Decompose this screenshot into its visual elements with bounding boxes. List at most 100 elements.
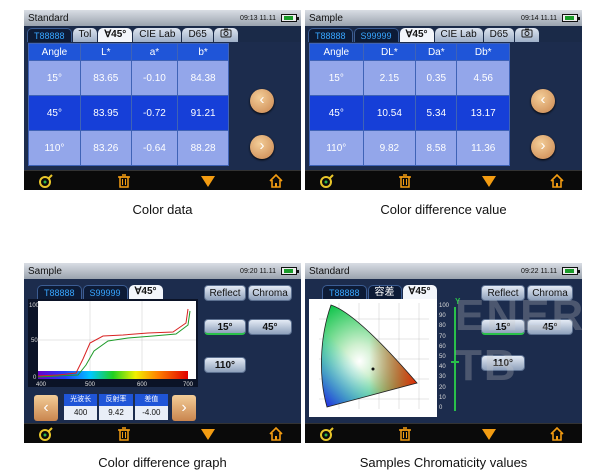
- battery-icon: [562, 14, 580, 22]
- clock: 09:22 11.11: [521, 267, 557, 275]
- col-header: DL*: [362, 43, 417, 61]
- y-marker: [451, 361, 459, 363]
- tab-angle[interactable]: ∀45°: [128, 285, 163, 299]
- home-icon[interactable]: [549, 426, 565, 442]
- tab-standard-id[interactable]: T88888: [27, 28, 72, 42]
- tab-standard-id[interactable]: T88888: [37, 285, 82, 299]
- table-cell: 84.38: [177, 60, 229, 96]
- table-row[interactable]: 15° 2.15 0.35 4.56: [309, 60, 510, 96]
- tab-angle[interactable]: ∀45°: [98, 28, 133, 42]
- tab-sample-id[interactable]: S99999: [82, 285, 128, 299]
- next-button[interactable]: ›: [250, 135, 274, 159]
- table-cell: 110°: [309, 130, 364, 166]
- tab-tolerance[interactable]: Tol: [72, 28, 98, 42]
- dropdown-arrow-icon[interactable]: [200, 426, 216, 442]
- y-tick: 0: [33, 375, 37, 381]
- prev-button[interactable]: ‹: [531, 89, 555, 113]
- tab-bar: T88888 S99999 ∀45°: [34, 283, 163, 299]
- screen-title: Sample: [28, 265, 62, 277]
- dropdown-arrow-icon[interactable]: [481, 426, 497, 442]
- x-tick: 400: [36, 382, 47, 387]
- col-header: b*: [177, 43, 229, 61]
- table-cell: 9.82: [362, 130, 417, 166]
- reflect-button[interactable]: Reflect: [204, 285, 246, 301]
- y-tick: 40: [439, 364, 446, 371]
- y-tick: 50: [31, 338, 38, 344]
- table-cell: 2.15: [362, 60, 417, 96]
- tab-color-space[interactable]: CIE Lab: [133, 28, 182, 42]
- camera-icon[interactable]: [515, 28, 540, 42]
- readout-label: 反射率: [99, 394, 133, 406]
- tab-illuminant[interactable]: D65: [483, 28, 515, 42]
- caption-chromaticity: Samples Chromaticity values: [359, 455, 528, 470]
- angle-45-button[interactable]: 45°: [248, 319, 292, 335]
- bottom-bar: [24, 423, 301, 443]
- chroma-button[interactable]: Chroma: [248, 285, 292, 301]
- y-tick: 90: [439, 313, 446, 320]
- angle-110-button[interactable]: 110°: [481, 355, 525, 371]
- title-bar: Sample 09:20 11.11: [24, 263, 301, 279]
- table-row[interactable]: 45° 10.54 5.34 13.17: [309, 95, 510, 131]
- prev-button[interactable]: ‹: [250, 89, 274, 113]
- trash-icon[interactable]: [116, 426, 132, 442]
- measure-target-icon[interactable]: [319, 173, 335, 189]
- tab-standard-id[interactable]: T88888: [308, 28, 353, 42]
- angle-110-button[interactable]: 110°: [204, 357, 246, 373]
- measure-target-icon[interactable]: [38, 426, 54, 442]
- tab-sample-id[interactable]: S99999: [353, 28, 399, 42]
- table-cell: 88.28: [177, 130, 229, 166]
- table-cell: 4.56: [456, 60, 510, 96]
- caption-color-difference-graph: Color difference graph: [98, 455, 227, 470]
- sample-point: [371, 367, 375, 371]
- chroma-button[interactable]: Chroma: [527, 285, 573, 301]
- camera-icon[interactable]: [213, 28, 238, 42]
- tab-tolerance[interactable]: 容差: [367, 285, 402, 299]
- y-tick: 60: [439, 343, 446, 350]
- table-cell: 0.35: [415, 60, 458, 96]
- x-tick: 500: [85, 382, 96, 387]
- angle-45-button[interactable]: 45°: [527, 319, 573, 335]
- title-bar: Standard 09:22 11.11: [305, 263, 582, 279]
- angle-15-button[interactable]: 15°: [481, 319, 525, 335]
- col-header: Angle: [28, 43, 81, 61]
- caption-color-data: Color data: [132, 202, 193, 217]
- dropdown-arrow-icon[interactable]: [200, 173, 216, 189]
- measure-target-icon[interactable]: [319, 426, 335, 442]
- y-tick: 100: [29, 303, 40, 309]
- x-tick: 700: [183, 382, 194, 387]
- trash-icon[interactable]: [397, 426, 413, 442]
- content-area: Angle L* a* b* 15° 83.65 -0.10 84.38 45°…: [24, 42, 301, 170]
- trash-icon[interactable]: [116, 173, 132, 189]
- next-button[interactable]: ›: [531, 135, 555, 159]
- y-scale-bar: [454, 307, 456, 411]
- bottom-bar: [24, 170, 301, 190]
- table-row[interactable]: 45° 83.95 -0.72 91.21: [28, 95, 229, 131]
- tab-standard-id[interactable]: T88888: [322, 285, 367, 299]
- trash-icon[interactable]: [397, 173, 413, 189]
- table-cell: 110°: [28, 130, 81, 166]
- table-cell: 45°: [309, 95, 364, 131]
- col-header: a*: [130, 43, 179, 61]
- scroll-right-button[interactable]: ›: [172, 395, 196, 421]
- bottom-bar: [305, 423, 582, 443]
- tab-angle[interactable]: ∀45°: [402, 285, 437, 299]
- tab-angle[interactable]: ∀45°: [399, 28, 434, 42]
- chromaticity-screen: Standard 09:22 11.11 T88888 容差 ∀45°: [305, 263, 582, 443]
- home-icon[interactable]: [549, 173, 565, 189]
- title-bar: Standard 09:13 11.11: [24, 10, 301, 26]
- scroll-left-button[interactable]: ‹: [34, 395, 58, 421]
- table-row[interactable]: 15° 83.65 -0.10 84.38: [28, 60, 229, 96]
- y-axis-label: Y: [455, 297, 461, 306]
- dropdown-arrow-icon[interactable]: [481, 173, 497, 189]
- home-icon[interactable]: [268, 426, 284, 442]
- home-icon[interactable]: [268, 173, 284, 189]
- measure-target-icon[interactable]: [38, 173, 54, 189]
- reflect-button[interactable]: Reflect: [481, 285, 525, 301]
- table-row[interactable]: 110° 83.26 -0.64 88.28: [28, 130, 229, 166]
- table-cell: 13.17: [456, 95, 510, 131]
- tab-color-space[interactable]: CIE Lab: [434, 28, 483, 42]
- table-row[interactable]: 110° 9.82 8.58 11.36: [309, 130, 510, 166]
- angle-15-button[interactable]: 15°: [204, 319, 246, 335]
- tab-illuminant[interactable]: D65: [182, 28, 213, 42]
- color-difference-graph-screen: Sample 09:20 11.11 T88888 S99999 ∀45°: [24, 263, 301, 443]
